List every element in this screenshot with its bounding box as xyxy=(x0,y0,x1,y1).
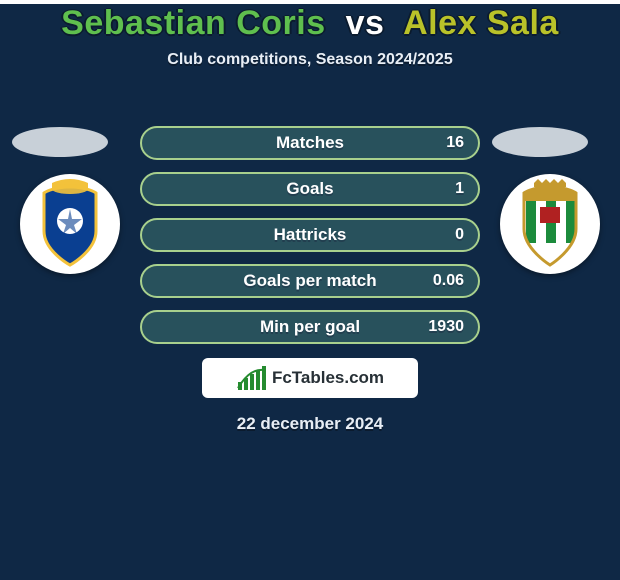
page-title: Sebastian Coris vs Alex Sala xyxy=(0,4,620,43)
stat-pill: Min per goal1930 xyxy=(140,310,480,344)
club-left-crest-icon xyxy=(32,179,108,269)
versus-label: vs xyxy=(346,4,385,42)
stat-pill: Goals per match0.06 xyxy=(140,264,480,298)
stat-row: Min per goal1930 xyxy=(140,310,480,346)
stat-value-right: 0 xyxy=(455,226,464,244)
stat-label: Goals per match xyxy=(142,271,478,291)
stat-value-right: 0.06 xyxy=(433,272,464,290)
club-badge-left xyxy=(20,174,120,274)
stat-pill: Hattricks0 xyxy=(140,218,480,252)
stat-label: Hattricks xyxy=(142,225,478,245)
stat-row: Hattricks0 xyxy=(140,218,480,254)
stat-label: Goals xyxy=(142,179,478,199)
player-b-name: Alex Sala xyxy=(403,4,559,42)
subtitle: Club competitions, Season 2024/2025 xyxy=(0,51,620,69)
stat-pill: Matches16 xyxy=(140,126,480,160)
fctables-bars-icon xyxy=(236,364,266,392)
player-a-avatar-placeholder xyxy=(12,127,108,157)
stat-row: Goals1 xyxy=(140,172,480,208)
stat-value-right: 1930 xyxy=(428,318,464,336)
fctables-text: FcTables.com xyxy=(272,368,384,388)
stat-pill: Goals1 xyxy=(140,172,480,206)
date-label: 22 december 2024 xyxy=(0,414,620,434)
stat-row: Matches16 xyxy=(140,126,480,162)
content-root: Sebastian Coris vs Alex Sala Club compet… xyxy=(0,4,620,69)
fctables-logo: FcTables.com xyxy=(202,358,418,398)
stat-row: Goals per match0.06 xyxy=(140,264,480,300)
club-badge-right xyxy=(500,174,600,274)
club-right-crest-icon xyxy=(512,179,588,269)
player-b-avatar-placeholder xyxy=(492,127,588,157)
player-a-name: Sebastian Coris xyxy=(61,4,325,42)
stat-value-right: 1 xyxy=(455,180,464,198)
stat-label: Matches xyxy=(142,133,478,153)
stat-value-right: 16 xyxy=(446,134,464,152)
